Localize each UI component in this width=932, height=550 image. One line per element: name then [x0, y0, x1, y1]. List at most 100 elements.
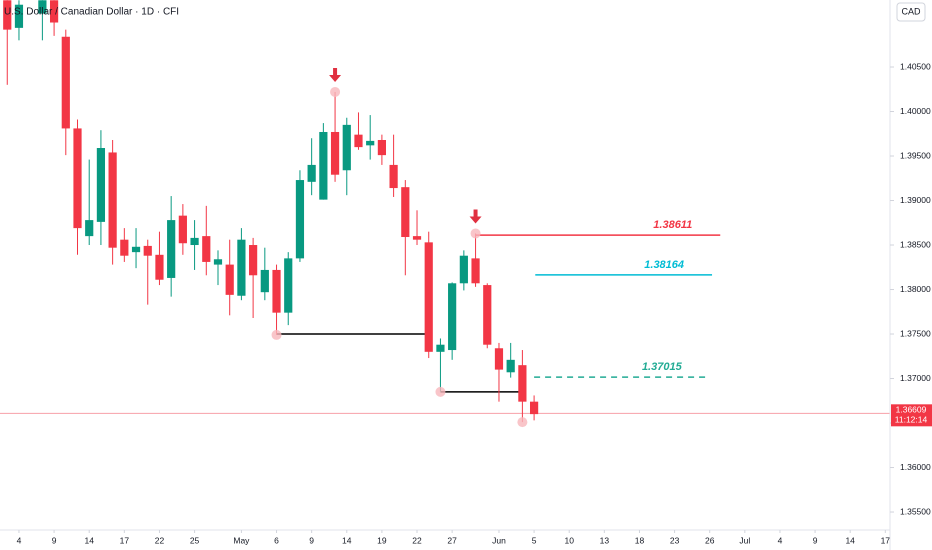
- candle-body: [178, 215, 187, 244]
- x-tick-label: 17: [120, 535, 130, 545]
- x-tick-label: 10: [564, 535, 574, 545]
- candle-body: [459, 255, 468, 284]
- pivot-marker: [470, 228, 481, 239]
- x-tick-label: 18: [635, 535, 645, 545]
- candle-body: [225, 264, 234, 295]
- candle-body: [471, 258, 480, 284]
- candle-body: [401, 187, 410, 238]
- y-tick-label: 1.40500: [900, 61, 931, 71]
- candle-body: [85, 220, 94, 237]
- candle-body: [237, 239, 246, 296]
- candle-body: [389, 164, 398, 189]
- candle-body: [131, 246, 141, 253]
- countdown-label: 11:12:14: [895, 415, 928, 425]
- levels: 1.38611 1.38164 1.37015: [0, 219, 890, 414]
- candle-body: [108, 152, 117, 248]
- y-tick-label: 1.38500: [900, 239, 931, 249]
- x-tick-label: 4: [778, 535, 783, 545]
- x-tick-label: 9: [52, 535, 57, 545]
- candle-body: [506, 359, 515, 373]
- candle-body: [49, 0, 59, 23]
- candle-body: [14, 4, 24, 28]
- pivot-marker: [517, 417, 528, 428]
- level-label: 1.38611: [653, 219, 692, 231]
- y-tick-label: 1.39500: [900, 150, 931, 160]
- arrow-marker: [469, 209, 482, 224]
- x-tick-label: 6: [274, 535, 279, 545]
- x-tick-label: Jun: [492, 535, 506, 545]
- candle-body: [518, 365, 527, 402]
- candle-body: [483, 285, 492, 345]
- candle-body: [330, 131, 340, 175]
- x-tick-label: 14: [845, 535, 855, 545]
- y-tick-label: 1.39000: [900, 195, 931, 205]
- candle-body: [96, 148, 106, 222]
- candles: [3, 0, 539, 428]
- candle-body: [213, 259, 223, 265]
- x-tick-label: 26: [705, 535, 715, 545]
- x-tick-label: 23: [670, 535, 680, 545]
- candle-body: [249, 245, 258, 276]
- candle-body: [436, 344, 445, 352]
- x-tick-label: 14: [342, 535, 352, 545]
- currency-badge[interactable]: [896, 2, 926, 22]
- candle-body: [143, 245, 152, 256]
- candle-body: [120, 239, 129, 256]
- candle-body: [377, 139, 386, 156]
- candle-body: [529, 401, 539, 415]
- candle-body: [424, 242, 433, 352]
- candle-body: [412, 236, 422, 240]
- candle-body: [190, 237, 199, 246]
- axes: 1.355001.360001.365001.370001.375001.380…: [17, 61, 932, 545]
- candle-body: [3, 0, 12, 30]
- y-tick-label: 1.36000: [900, 462, 931, 472]
- candle-body: [319, 131, 328, 200]
- candle-body: [260, 269, 269, 293]
- x-tick-label: 22: [412, 535, 422, 545]
- candle-body: [494, 348, 504, 370]
- candle-body: [61, 36, 70, 129]
- y-tick-label: 1.37500: [900, 328, 931, 338]
- last-price-label: 1.36609: [896, 405, 927, 415]
- candle-body: [354, 134, 363, 148]
- x-tick-label: May: [233, 535, 250, 545]
- x-tick-label: 14: [84, 535, 94, 545]
- y-tick-label: 1.38000: [900, 284, 931, 294]
- candle-body: [73, 128, 82, 229]
- x-tick-label: 19: [377, 535, 387, 545]
- y-tick-label: 1.40000: [900, 106, 931, 116]
- arrow-marker: [329, 67, 342, 82]
- currency-label: CAD: [901, 6, 921, 16]
- candle-body: [284, 258, 293, 313]
- level-label: 1.38164: [644, 259, 684, 271]
- candle-body: [366, 140, 375, 146]
- pivot-marker: [271, 329, 282, 340]
- x-tick-label: 27: [447, 535, 457, 545]
- x-tick-label: 25: [190, 535, 200, 545]
- chart-title: U.S. Dollar / Canadian Dollar · 1D · CFI: [4, 7, 179, 18]
- x-tick-label: 22: [155, 535, 165, 545]
- x-tick-label: 17: [881, 535, 891, 545]
- y-tick-label: 1.35500: [900, 506, 931, 516]
- x-tick-label: 4: [17, 535, 22, 545]
- x-tick-label: Jul: [739, 535, 750, 545]
- x-tick-label: 5: [532, 535, 537, 545]
- level-label: 1.37015: [642, 361, 683, 373]
- x-tick-label: 9: [309, 535, 314, 545]
- candle-body: [295, 180, 305, 259]
- candle-body: [342, 124, 351, 171]
- candle-body: [155, 254, 164, 280]
- candle-body: [448, 283, 457, 351]
- pivot-marker: [330, 86, 341, 97]
- last-price-badge: [891, 404, 932, 427]
- x-tick-label: 9: [813, 535, 818, 545]
- pivot-marker: [435, 386, 446, 397]
- x-tick-label: 13: [600, 535, 610, 545]
- y-tick-label: 1.37000: [900, 373, 931, 383]
- candle-body: [202, 236, 211, 262]
- candle-body: [167, 220, 176, 278]
- candle-body: [307, 164, 316, 182]
- candle-body: [272, 269, 281, 313]
- candle-body: [38, 0, 47, 14]
